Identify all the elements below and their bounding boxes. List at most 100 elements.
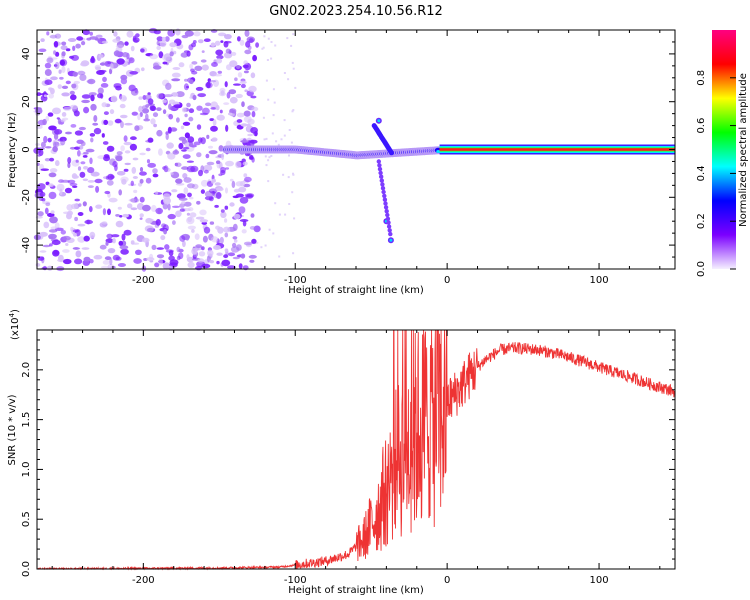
noise-dot: [81, 99, 90, 104]
noise-dot: [61, 92, 70, 97]
noise-dot: [183, 187, 189, 195]
noise-dot: [186, 183, 195, 189]
noise-dot: [236, 119, 243, 123]
noise-dot: [260, 246, 263, 249]
noise-dot: [223, 41, 229, 48]
noise-dot: [278, 213, 281, 216]
signal-blob: [377, 119, 381, 123]
noise-dot: [188, 116, 194, 122]
noise-dot: [182, 146, 190, 150]
noise-dot: [114, 118, 122, 124]
noise-dot: [78, 126, 86, 131]
noise-dot: [156, 40, 160, 46]
noise-dot: [97, 87, 104, 95]
noise-dot: [213, 73, 222, 77]
noise-dot: [275, 140, 278, 143]
noise-dot: [191, 247, 198, 255]
noise-dot: [172, 220, 176, 226]
noise-dot: [95, 34, 103, 38]
noise-dot: [70, 94, 77, 101]
noise-dot: [209, 221, 215, 225]
noise-dot: [48, 172, 57, 178]
noise-dot: [197, 258, 205, 263]
signal-blob: [388, 231, 393, 237]
noise-dot: [183, 201, 192, 207]
noise-dot: [196, 200, 201, 205]
noise-dot: [129, 71, 139, 75]
noise-dot: [70, 226, 74, 232]
noise-dot: [89, 206, 93, 213]
noise-dot: [142, 204, 151, 212]
noise-dot: [261, 47, 264, 50]
noise-dot: [39, 231, 48, 237]
noise-dot: [184, 113, 188, 118]
noise-dot: [201, 263, 211, 269]
noise-dot: [263, 138, 266, 141]
noise-dot: [171, 92, 179, 97]
noise-dot: [69, 55, 75, 59]
noise-dot: [146, 159, 151, 164]
noise-dot: [283, 134, 286, 137]
noise-dot: [283, 119, 286, 122]
noise-dot: [73, 247, 80, 250]
noise-dot: [164, 36, 170, 42]
noise-dot: [232, 242, 237, 248]
noise-dot: [168, 113, 174, 120]
noise-dot: [127, 203, 133, 209]
signal-blob: [379, 174, 384, 179]
noise-dot: [89, 259, 94, 264]
noise-dot: [101, 221, 108, 225]
noise-dot: [83, 166, 89, 170]
noise-dot: [167, 152, 176, 160]
noise-dot: [231, 180, 236, 188]
noise-dot: [267, 159, 270, 162]
noise-dot: [83, 151, 89, 155]
noise-dot: [87, 167, 95, 174]
noise-dot: [187, 261, 195, 268]
noise-dot: [82, 155, 88, 158]
noise-dot: [189, 212, 197, 218]
noise-dot: [199, 209, 207, 216]
noise-dot: [206, 161, 215, 166]
noise-dot: [270, 41, 273, 43]
noise-dot: [131, 111, 138, 116]
noise-dot: [69, 182, 78, 187]
noise-dot: [176, 246, 181, 253]
noise-dot: [72, 229, 80, 233]
noise-dot: [201, 246, 205, 251]
noise-dot: [80, 161, 86, 165]
noise-dot: [53, 250, 60, 255]
noise-dot: [238, 206, 246, 214]
noise-dot: [161, 36, 166, 42]
noise-dot: [228, 112, 233, 116]
noise-dot: [156, 36, 163, 42]
noise-dot: [139, 213, 144, 218]
noise-dot: [79, 74, 87, 81]
noise-dot: [61, 41, 67, 46]
noise-dot: [229, 202, 235, 207]
noise-dot: [139, 167, 144, 172]
noise-dot: [156, 107, 162, 111]
noise-dot: [250, 95, 257, 99]
noise-dot: [291, 110, 294, 113]
noise-dot: [229, 60, 238, 68]
noise-dot: [59, 76, 64, 80]
noise-dot: [100, 83, 109, 88]
noise-dot: [145, 147, 151, 152]
noise-dot: [267, 98, 270, 101]
y-tick-label: 1.5: [21, 412, 32, 428]
noise-dot: [47, 112, 54, 117]
noise-dot: [101, 40, 108, 44]
snr-y-ticks: 0.0 0.5 1.0 1.5 2.0: [21, 329, 675, 577]
noise-dot: [98, 54, 104, 59]
noise-dot: [42, 244, 51, 248]
noise-dot: [63, 106, 72, 111]
noise-dot: [118, 240, 124, 246]
noise-dot: [49, 216, 58, 224]
noise-dot: [229, 96, 238, 104]
noise-dot: [135, 249, 142, 255]
noise-dot: [115, 214, 120, 217]
noise-dot: [94, 38, 101, 41]
noise-dot: [163, 229, 168, 235]
